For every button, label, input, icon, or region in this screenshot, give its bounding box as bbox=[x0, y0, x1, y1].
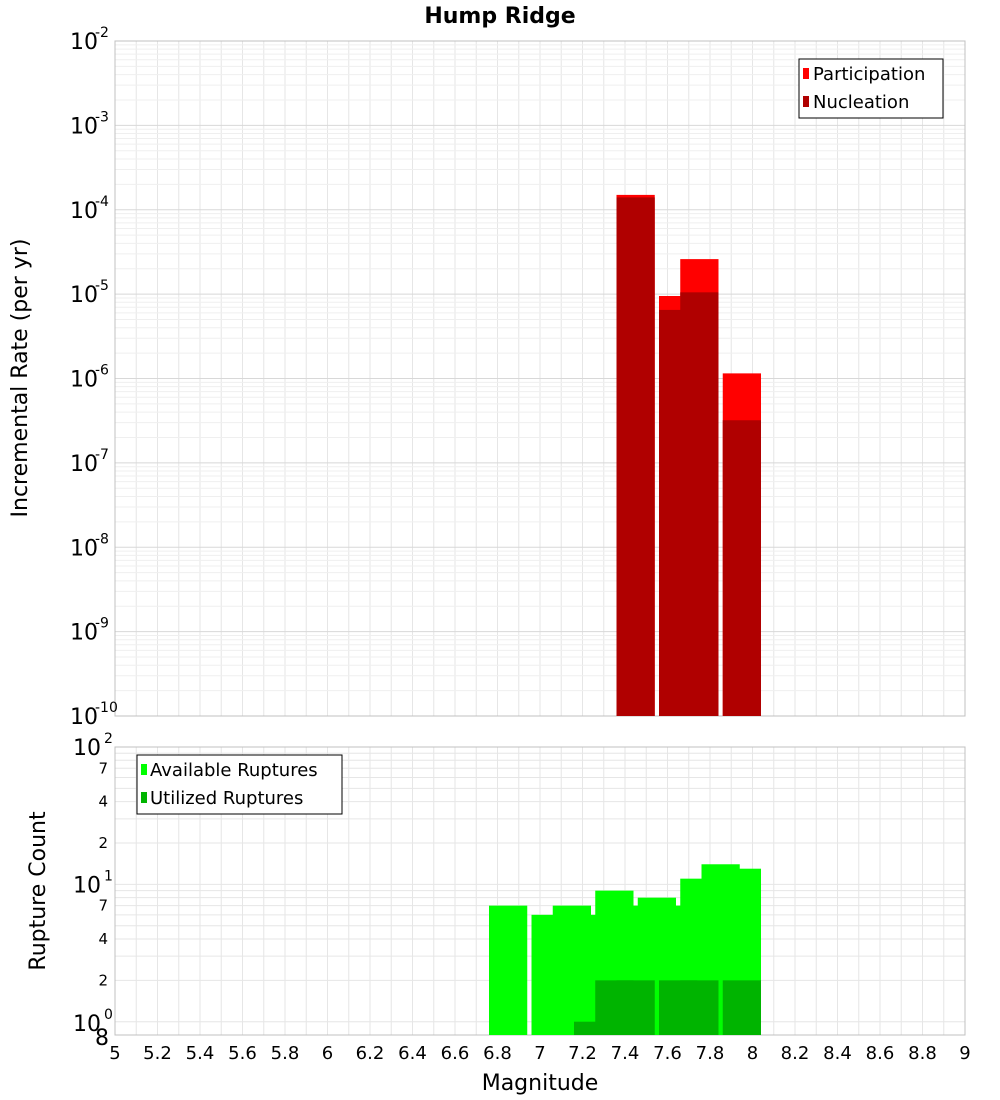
y-tick-exponent: -3 bbox=[95, 109, 109, 125]
y-tick-base: 10 bbox=[70, 114, 98, 139]
x-tick-label: 7 bbox=[534, 1043, 545, 1064]
x-tick-label: 6.4 bbox=[398, 1043, 427, 1064]
legend-swatch-participation bbox=[803, 68, 809, 79]
bar-nucleation bbox=[680, 292, 719, 716]
y-tick-label: 10-10 bbox=[70, 700, 118, 730]
bar-nucleation bbox=[722, 420, 761, 716]
legend-swatch-available bbox=[141, 764, 147, 775]
x-tick-label: 6 bbox=[322, 1043, 333, 1064]
bottom-y-axis-label: Rupture Count bbox=[26, 811, 51, 971]
y-tick-exponent: -9 bbox=[95, 616, 109, 632]
x-tick-label: 7.2 bbox=[568, 1043, 597, 1064]
y-tick-label: 10-9 bbox=[70, 616, 109, 646]
y-tick-minor: 2 bbox=[98, 834, 108, 852]
legend-swatch-utilized bbox=[141, 792, 147, 803]
x-tick-label: 6.8 bbox=[483, 1043, 512, 1064]
x-tick-label: 8.4 bbox=[823, 1043, 852, 1064]
x-tick-label: 5.4 bbox=[186, 1043, 215, 1064]
top-bars bbox=[616, 194, 761, 717]
y-tick-label: 10-3 bbox=[70, 109, 109, 139]
y-tick-label: 10-8 bbox=[70, 531, 109, 561]
x-tick-label: 8.2 bbox=[781, 1043, 810, 1064]
x-tick-label: 8.6 bbox=[866, 1043, 895, 1064]
top-legend-box bbox=[798, 58, 944, 119]
y-tick-minor: 7 bbox=[98, 759, 108, 777]
x-tick-label: 6.6 bbox=[441, 1043, 470, 1064]
y-tick-exponent: -7 bbox=[95, 447, 109, 463]
x-ticks: 5 5.2 5.4 5.6 5.8 6 6.2 6.4 6.6 6.8 7 7.2 7.4 7.6 7.8 8… bbox=[109, 1043, 970, 1064]
y-tick-label: 10-7 bbox=[70, 447, 109, 477]
y-tick-exponent: -2 bbox=[95, 25, 109, 41]
x-tick-label: 8.8 bbox=[908, 1043, 937, 1064]
top-frame-border bbox=[114, 40, 966, 717]
legend-label-utilized: Utilized Ruptures bbox=[150, 788, 303, 809]
legend-label-available: Available Ruptures bbox=[150, 760, 318, 781]
y-tick-label: 10-4 bbox=[70, 194, 109, 224]
y-tick-exponent: 1 bbox=[104, 868, 113, 884]
y-tick-exponent: 2 bbox=[104, 731, 113, 747]
bar-utilized-ruptures bbox=[680, 980, 719, 1035]
y-tick-label: 10-2 bbox=[70, 25, 109, 55]
x-tick-label: 9 bbox=[959, 1043, 970, 1064]
x-tick-label: 6.2 bbox=[356, 1043, 385, 1064]
y-tick-exponent: -4 bbox=[95, 194, 109, 210]
y-tick-minor: 4 bbox=[98, 793, 108, 811]
y-tick-base: 10 bbox=[70, 283, 98, 308]
y-tick-minor: 7 bbox=[98, 897, 108, 915]
x-tick-label: 5 bbox=[109, 1043, 120, 1064]
y-tick-label: 10-6 bbox=[70, 363, 109, 393]
bar-utilized-ruptures bbox=[616, 980, 655, 1035]
y-tick-base: 10 bbox=[70, 705, 98, 730]
top-legend: Participation Nucleation bbox=[798, 58, 944, 119]
x-axis-label: Magnitude bbox=[482, 1071, 599, 1096]
y-tick-exponent: -8 bbox=[95, 531, 109, 547]
chart-title: Hump Ridge bbox=[424, 4, 575, 29]
y-tick-base: 10 bbox=[70, 621, 98, 646]
bar-available-ruptures bbox=[489, 905, 528, 1035]
y-tick-base: 10 bbox=[73, 1012, 101, 1037]
bottom-legend-box bbox=[136, 754, 343, 815]
y-tick-base: 10 bbox=[70, 452, 98, 477]
x-tick-label: 5.2 bbox=[143, 1043, 172, 1064]
legend-label-participation: Participation bbox=[813, 64, 925, 85]
y-tick-base: 10 bbox=[70, 536, 98, 561]
top-grid bbox=[114, 40, 966, 717]
y-tick-base: 10 bbox=[70, 199, 98, 224]
y-tick-base: 10 bbox=[70, 30, 98, 55]
y-tick-label: 10-5 bbox=[70, 278, 109, 308]
y-tick-base: 10 bbox=[73, 736, 101, 761]
y-tick-minor: 2 bbox=[98, 971, 108, 989]
y-tick-exponent: -10 bbox=[95, 700, 118, 716]
x-tick-label: 7.8 bbox=[696, 1043, 725, 1064]
bar-nucleation bbox=[616, 197, 655, 717]
x-tick-label: 8 bbox=[747, 1043, 758, 1064]
x-tick-label: 5.6 bbox=[228, 1043, 257, 1064]
x-tick-label: 5.8 bbox=[271, 1043, 300, 1064]
bottom-bars bbox=[489, 864, 761, 1035]
y-tick-exponent: 0 bbox=[104, 1007, 113, 1023]
y-tick-exponent: -5 bbox=[95, 278, 109, 294]
bar-utilized-ruptures bbox=[722, 980, 761, 1035]
top-y-axis-label: Incremental Rate (per yr) bbox=[8, 239, 33, 518]
x-tick-label: 7.6 bbox=[653, 1043, 682, 1064]
y-tick-base: 10 bbox=[70, 368, 98, 393]
x-tick-label: 7.4 bbox=[611, 1043, 640, 1064]
bottom-legend: Available Ruptures Utilized Ruptures bbox=[136, 754, 343, 815]
legend-label-nucleation: Nucleation bbox=[813, 92, 909, 113]
y-tick-base: 10 bbox=[73, 873, 101, 898]
legend-swatch-nucleation bbox=[803, 96, 809, 107]
y-tick-minor: 4 bbox=[98, 930, 108, 948]
y-tick-minor: 8 bbox=[95, 1026, 109, 1051]
y-tick-exponent: -6 bbox=[95, 363, 109, 379]
